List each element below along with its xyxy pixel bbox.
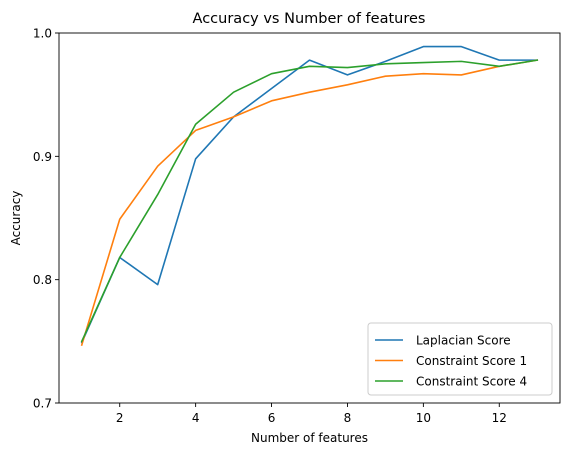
x-axis-label: Number of features: [251, 431, 368, 445]
x-tick-label: 12: [492, 411, 507, 425]
x-tick-label: 10: [416, 411, 431, 425]
y-tick-label: 1.0: [33, 27, 52, 41]
ticks-layer: 2 4 6 8 10 12 0.7 0.8 0.9 1.0: [33, 27, 507, 426]
x-tick-label: 6: [268, 411, 276, 425]
series-line-1: [80, 45, 539, 344]
chart-title: Accuracy vs Number of features: [193, 11, 426, 27]
y-axis-label: Accuracy: [9, 191, 23, 246]
legend-label-3: Constraint Score 4: [416, 375, 527, 389]
x-tick-label: 4: [192, 411, 200, 425]
y-tick-label: 0.7: [33, 397, 52, 411]
legend-label-2: Constraint Score 1: [416, 354, 527, 368]
y-tick-label: 0.8: [33, 273, 52, 287]
series-layer: [80, 45, 539, 347]
plot-frame: [58, 32, 561, 404]
legend: Laplacian Score Constraint Score 1 Constra…: [367, 322, 553, 396]
y-tick-label: 0.9: [33, 150, 52, 164]
series-line-3: [80, 59, 539, 343]
series-line-2: [80, 59, 539, 347]
x-tick-label: 8: [344, 411, 352, 425]
legend-label-1: Laplacian Score: [416, 334, 511, 348]
x-tick-label: 2: [116, 411, 124, 425]
legend-box: [367, 322, 553, 396]
